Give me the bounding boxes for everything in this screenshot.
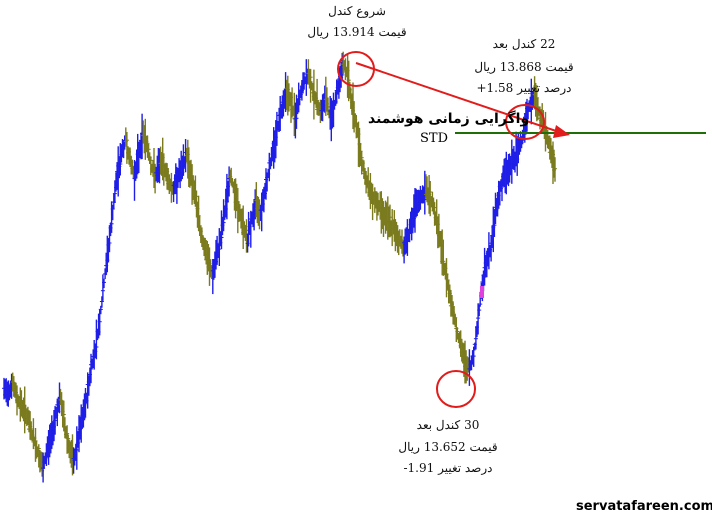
after30-label-line2: قیمت 13.652 ریال [398, 440, 498, 454]
after30-label-line3: درصد تغییر 1.91- [403, 461, 493, 475]
after22-circle [505, 104, 545, 140]
watermark: servatafareen.com [576, 499, 712, 514]
after30-circle [436, 370, 476, 408]
after30-label-line1: 30 کندل بعد [416, 418, 480, 432]
trend-arrow-head [553, 125, 570, 138]
after22-label-line3: درصد تغییر 1.58+ [476, 81, 572, 95]
std-label: STD [420, 131, 448, 146]
trend-arrow-line [355, 62, 563, 134]
start-label-line2: قیمت 13.914 ریال [307, 25, 407, 39]
start-label-line1: شروع کندل [328, 4, 386, 18]
after22-label-line2: قیمت 13.868 ریال [474, 60, 574, 74]
start-circle [337, 51, 375, 87]
signal-marker [480, 286, 484, 298]
after22-label-line1: 22 کندل بعد [492, 37, 556, 51]
chart-title: واگرایی زمانی هوشمند [368, 111, 530, 127]
